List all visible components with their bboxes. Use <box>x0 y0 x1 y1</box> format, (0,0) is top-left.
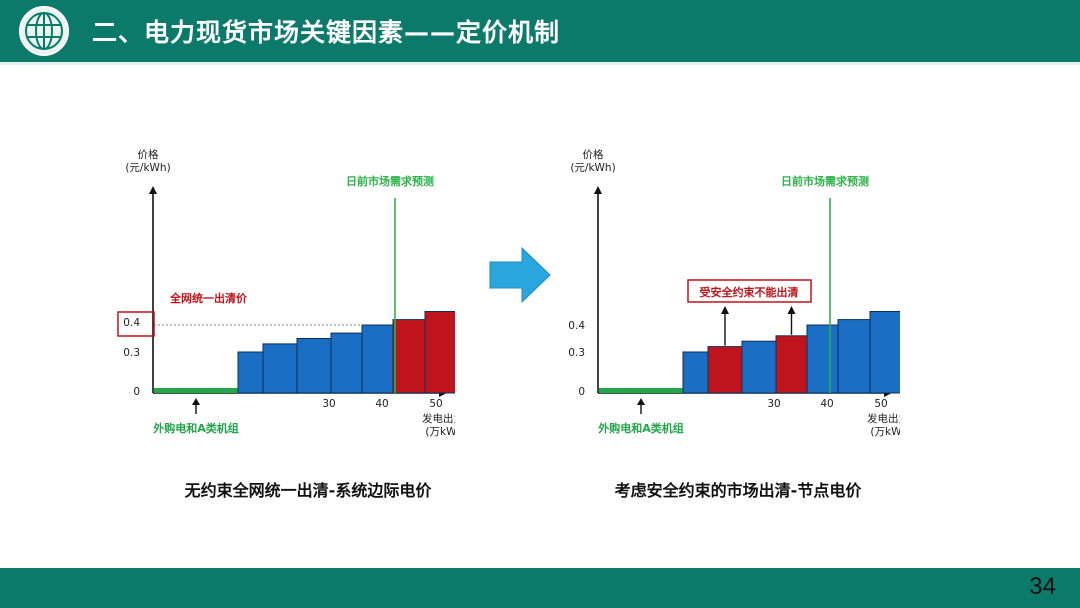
title-bar: 二、电力现货市场关键因素——定价机制 <box>0 0 1080 65</box>
supply-bar <box>682 351 709 394</box>
supply-bar <box>741 340 777 394</box>
x-axis-label-line: (万kW) <box>425 426 455 438</box>
supply-bar <box>837 319 871 394</box>
x-tick-label: 30 <box>767 398 780 410</box>
supply-bar <box>806 324 839 394</box>
x-axis-label-line: 发电出力 <box>867 412 900 425</box>
supply-bar <box>424 311 455 394</box>
external-supply-bar <box>599 388 683 393</box>
x-axis-label-line: 发电出力 <box>422 412 455 425</box>
y-axis-arrowhead <box>594 186 602 194</box>
x-tick-label: 40 <box>375 398 388 410</box>
supply-bar <box>237 351 264 394</box>
supply-bar <box>296 338 332 394</box>
caption-right: 考虑安全约束的市场出清-节点电价 <box>614 481 862 500</box>
right-arrow-icon <box>489 246 551 304</box>
clearing-price-annotation: 全网统一出清价 <box>169 291 248 305</box>
supply-bar <box>392 319 426 394</box>
x-axis-label-line: (万kW) <box>870 426 900 438</box>
page-number: 34 <box>1029 573 1056 600</box>
supply-bar <box>707 346 743 394</box>
y-tick-label: 0 <box>133 386 140 398</box>
caption-left: 无约束全网统一出清-系统边际电价 <box>184 481 432 500</box>
chart-constrained: 价格(元/kWh) 0 0.3 0.4 30 40 50 发电出力(万kW) 日前市场需求预测外… <box>568 148 900 438</box>
y-tick-label: 0.4 <box>568 320 585 332</box>
y-tick-label: 0.4 <box>123 317 140 329</box>
constraint-arrowhead <box>787 306 796 314</box>
state-grid-logo <box>19 6 69 56</box>
x-tick-label: 30 <box>322 398 335 410</box>
supply-bar <box>262 343 298 394</box>
constraint-arrowhead <box>721 306 729 314</box>
y-axis-label-line: 价格 <box>138 148 159 161</box>
x-tick-label: 50 <box>874 398 887 410</box>
y-tick-label: 0 <box>578 386 585 398</box>
y-tick-label: 0.3 <box>568 347 585 359</box>
x-tick-label: 40 <box>820 398 833 410</box>
demand-forecast-label: 日前市场需求预测 <box>781 174 869 188</box>
supply-bar <box>775 335 808 394</box>
y-axis-label-line: (元/kWh) <box>125 162 170 174</box>
y-tick-label: 0.3 <box>123 347 140 359</box>
external-supply-label: 外购电和A类机组 <box>597 421 684 435</box>
x-tick-label: 50 <box>429 398 442 410</box>
supply-bar <box>361 324 394 394</box>
constraint-box <box>687 279 812 303</box>
constraint-annotation: 受安全约束不能出清 <box>700 285 799 299</box>
chart-unconstrained: 价格(元/kWh) 0 0.3 0.4 30 40 50 发电出力(万kW) 日前市场需求预测外… <box>117 148 455 438</box>
y-axis-arrowhead <box>149 186 157 194</box>
supply-bar <box>869 311 900 394</box>
external-arrowhead <box>637 398 645 405</box>
external-supply-bar <box>154 388 238 393</box>
page-title: 二、电力现货市场关键因素——定价机制 <box>92 18 561 47</box>
y-axis-label-line: 价格 <box>583 148 604 161</box>
y-axis-label-line: (元/kWh) <box>570 162 615 174</box>
highlight-box <box>117 311 155 337</box>
supply-bar <box>330 332 363 394</box>
external-arrowhead <box>192 398 200 405</box>
demand-forecast-label: 日前市场需求预测 <box>346 174 434 188</box>
footer-bar: 34 <box>0 568 1080 608</box>
external-supply-label: 外购电和A类机组 <box>152 421 239 435</box>
